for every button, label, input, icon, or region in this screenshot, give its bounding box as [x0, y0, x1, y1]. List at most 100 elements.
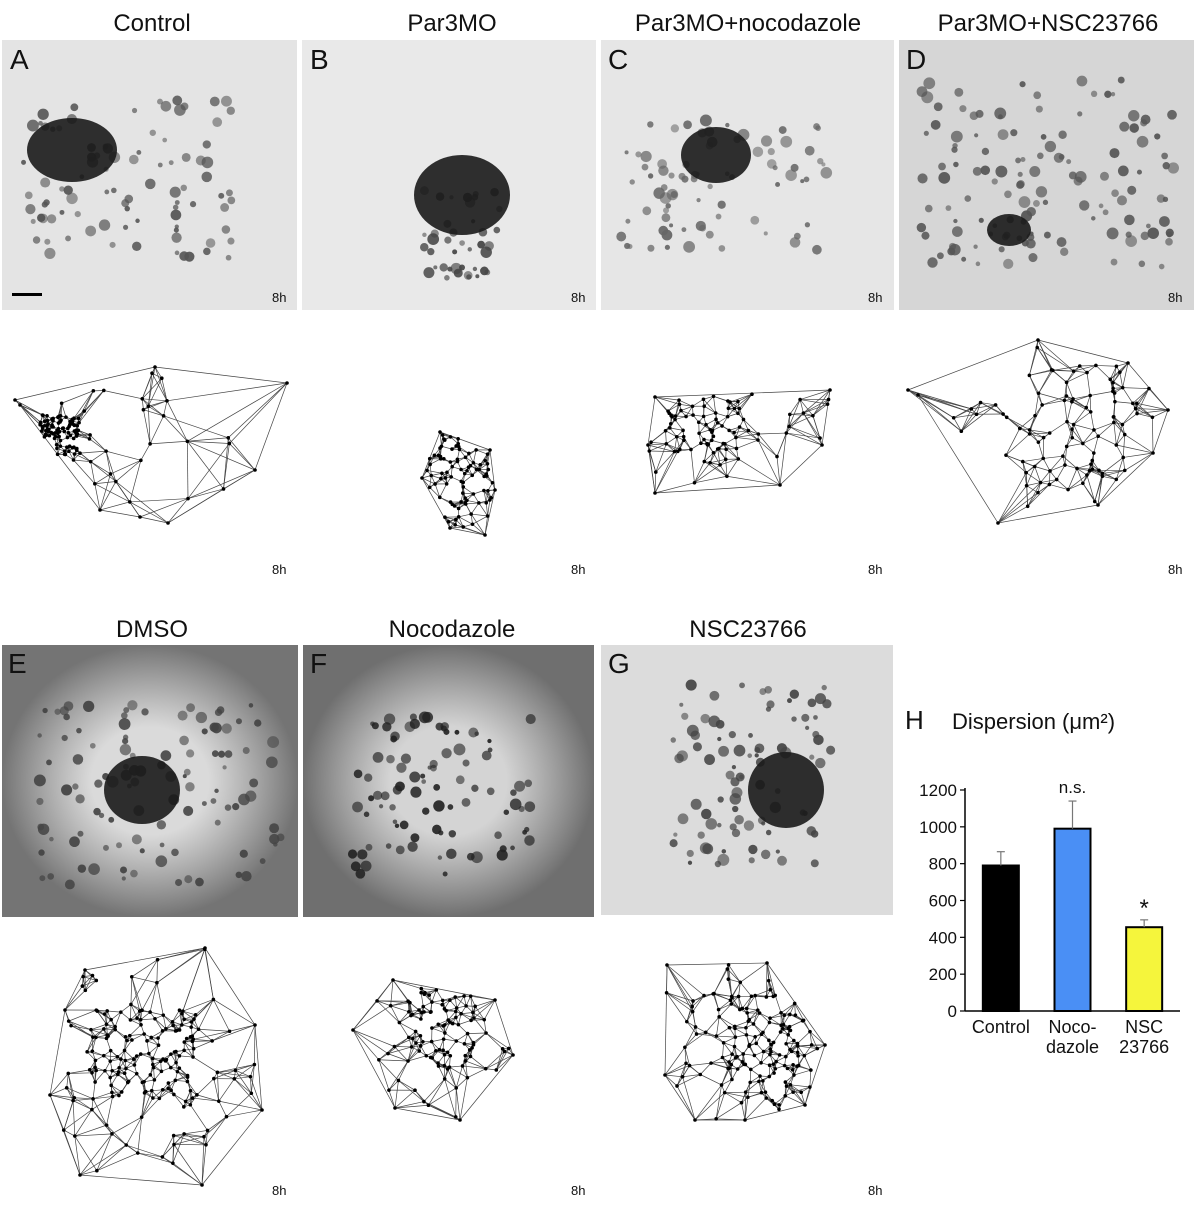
mesh-node — [493, 488, 497, 492]
cell-mark — [442, 871, 448, 877]
mesh-node — [726, 977, 731, 981]
mesh-edge — [462, 475, 473, 483]
mesh-edge — [1072, 395, 1091, 400]
mesh-node — [724, 447, 728, 452]
cell-mark — [1110, 258, 1118, 266]
x-tick-label-3: 23766 — [1119, 1037, 1169, 1057]
mesh-node — [1100, 471, 1105, 476]
mesh-node — [75, 428, 80, 432]
mesh-node — [444, 482, 449, 486]
mesh-node — [1121, 455, 1126, 460]
mesh-node — [825, 402, 830, 406]
cell-mark — [42, 707, 48, 714]
mesh-node — [673, 414, 678, 418]
cell-mark — [1140, 231, 1150, 241]
cell-mark — [933, 102, 943, 112]
mesh-node — [117, 1066, 121, 1070]
mesh-node — [1041, 435, 1046, 440]
mesh-edge — [73, 390, 94, 419]
cell-mark — [120, 866, 128, 874]
mesh-node — [437, 1047, 442, 1052]
cell-mark — [670, 737, 676, 743]
mesh-node — [677, 402, 682, 407]
mesh-edge — [1034, 466, 1041, 483]
mesh-node — [728, 998, 733, 1003]
mesh-edge — [211, 1030, 230, 1042]
mesh-edge — [739, 426, 759, 441]
cell-mark — [24, 191, 33, 200]
mesh-edge — [143, 400, 168, 411]
cell-mark — [1147, 227, 1159, 239]
cell-mark — [815, 757, 826, 769]
mesh-node — [458, 1118, 462, 1122]
mesh-edge — [218, 1100, 263, 1111]
cell-mark — [721, 849, 727, 854]
mesh-edge — [1066, 401, 1073, 422]
mesh-edge — [676, 436, 681, 450]
mesh-edge — [709, 462, 728, 477]
cell-mark — [399, 820, 409, 830]
mesh-node — [761, 1049, 766, 1054]
mesh-node — [442, 457, 446, 461]
mesh-node — [799, 1090, 804, 1095]
cell-mark — [510, 845, 515, 851]
cell-mark — [239, 849, 248, 858]
mesh-edge — [1122, 413, 1138, 425]
cell-mark — [109, 241, 116, 248]
cell-mark — [1003, 258, 1014, 270]
mesh-node — [732, 1044, 737, 1049]
mesh-edge — [1102, 457, 1124, 474]
mesh-node — [996, 521, 1000, 525]
mesh-node — [45, 418, 50, 423]
mesh-edge — [234, 1064, 255, 1080]
mesh-edge — [1005, 454, 1035, 467]
mesh-edge — [455, 1087, 461, 1121]
mesh-edge — [455, 1065, 463, 1089]
mesh-node — [108, 1048, 113, 1053]
mesh-node — [746, 1095, 750, 1100]
mesh-node — [182, 1040, 187, 1044]
cell-mark — [220, 203, 230, 212]
mesh-edge — [79, 1133, 113, 1176]
mesh-node — [142, 1032, 146, 1036]
mesh-node — [428, 1055, 433, 1060]
mesh-node — [664, 442, 669, 446]
mesh-edge — [447, 1068, 457, 1089]
cell-mark — [1136, 169, 1142, 175]
cell-mark — [44, 238, 51, 245]
mesh-edge — [78, 410, 85, 423]
mesh-node — [463, 501, 468, 505]
mesh-edge — [483, 490, 487, 503]
micrograph-image — [2, 645, 298, 917]
mesh-edge — [655, 451, 675, 473]
mesh-edge — [187, 382, 288, 442]
mesh-edge — [235, 1070, 251, 1078]
mesh-edge — [1102, 470, 1125, 474]
mesh-edge — [1040, 470, 1051, 483]
mesh-node — [792, 1073, 796, 1077]
mesh-node — [94, 1068, 98, 1073]
mesh-edge — [470, 513, 486, 536]
mesh-edge — [458, 516, 473, 525]
mesh-edge — [749, 1069, 752, 1083]
cell-mark — [1037, 152, 1044, 160]
mesh-node — [465, 1075, 470, 1080]
cell-mark — [202, 140, 211, 149]
cell-mark — [806, 826, 817, 836]
mesh-edge — [729, 1027, 736, 1038]
mesh-edge — [141, 1098, 160, 1118]
mesh-edge — [167, 498, 189, 524]
cell-mark — [764, 685, 772, 694]
mesh-edge — [68, 1020, 92, 1030]
mesh-edge — [728, 964, 733, 997]
mesh-node — [138, 1052, 143, 1056]
mesh-edge — [976, 402, 981, 415]
mesh-edge — [1056, 479, 1069, 490]
mesh-edge — [182, 1010, 196, 1016]
mesh-edge — [447, 1011, 457, 1021]
mesh-node — [787, 424, 791, 429]
mesh-edge — [769, 1017, 782, 1026]
mesh-edge — [217, 1071, 251, 1078]
mesh-edge — [789, 1014, 803, 1022]
mesh-edge — [462, 1065, 486, 1069]
